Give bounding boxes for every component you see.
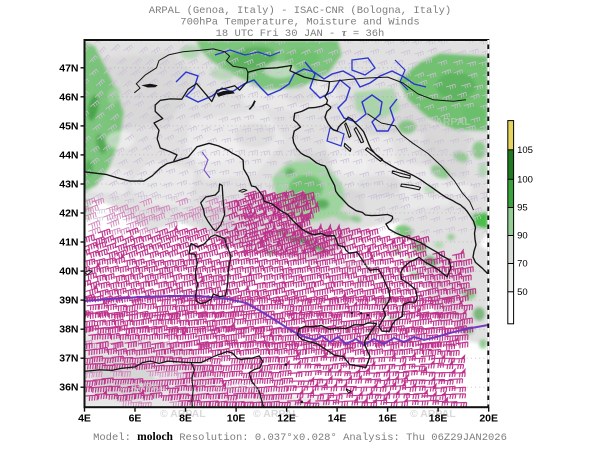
svg-text:43N: 43N (59, 179, 78, 191)
svg-text:Model: moloch Resolution:: Model: moloch Resolution: 0.037°x0.028° … (93, 431, 507, 444)
svg-text:37N: 37N (59, 353, 78, 365)
svg-text:10E: 10E (227, 413, 246, 425)
svg-text:90: 90 (517, 231, 528, 242)
svg-text:70: 70 (517, 259, 528, 270)
svg-text:16E: 16E (378, 413, 397, 425)
svg-text:39N: 39N (59, 295, 78, 307)
svg-text:© ARPAL: © ARPAL (425, 116, 471, 128)
svg-text:18 UTC Fri 30 JAN - τ = 36h: 18 UTC Fri 30 JAN - τ = 36h (216, 27, 385, 40)
svg-text:44N: 44N (59, 149, 78, 161)
svg-text:8E: 8E (179, 413, 192, 425)
svg-text:95: 95 (517, 203, 528, 214)
svg-text:40N: 40N (59, 266, 78, 278)
svg-text:41N: 41N (59, 237, 78, 249)
svg-text:4E: 4E (78, 413, 91, 425)
svg-text:18E: 18E (429, 413, 448, 425)
svg-text:14E: 14E (328, 413, 347, 425)
svg-text:50: 50 (517, 287, 528, 298)
svg-text:46N: 46N (59, 91, 78, 103)
svg-text:© ARPAL: © ARPAL (410, 408, 456, 420)
svg-text:47N: 47N (59, 62, 78, 74)
svg-text:100: 100 (517, 175, 533, 186)
svg-text:© ARPAL: © ARPAL (215, 381, 261, 393)
svg-text:12E: 12E (277, 413, 296, 425)
svg-text:© ARPAL: © ARPAL (160, 408, 206, 420)
svg-text:105: 105 (517, 145, 533, 156)
svg-text:© ARPAL: © ARPAL (120, 381, 166, 393)
svg-text:38N: 38N (59, 324, 78, 336)
svg-text:6E: 6E (129, 413, 142, 425)
svg-text:45N: 45N (59, 120, 78, 132)
svg-text:700hPa Temperature, Moisture a: 700hPa Temperature, Moisture and Winds (180, 17, 419, 29)
svg-text:42N: 42N (59, 208, 78, 220)
svg-text:© ARPAL: © ARPAL (253, 408, 299, 420)
svg-text:36N: 36N (59, 382, 78, 394)
svg-text:20E: 20E (479, 413, 498, 425)
svg-text:© ARPAL: © ARPAL (330, 259, 376, 271)
svg-text:ARPAL (Genoa, Italy) - ISAC-: ARPAL (Genoa, Italy) - ISAC-CNR (Bologna… (149, 5, 451, 17)
